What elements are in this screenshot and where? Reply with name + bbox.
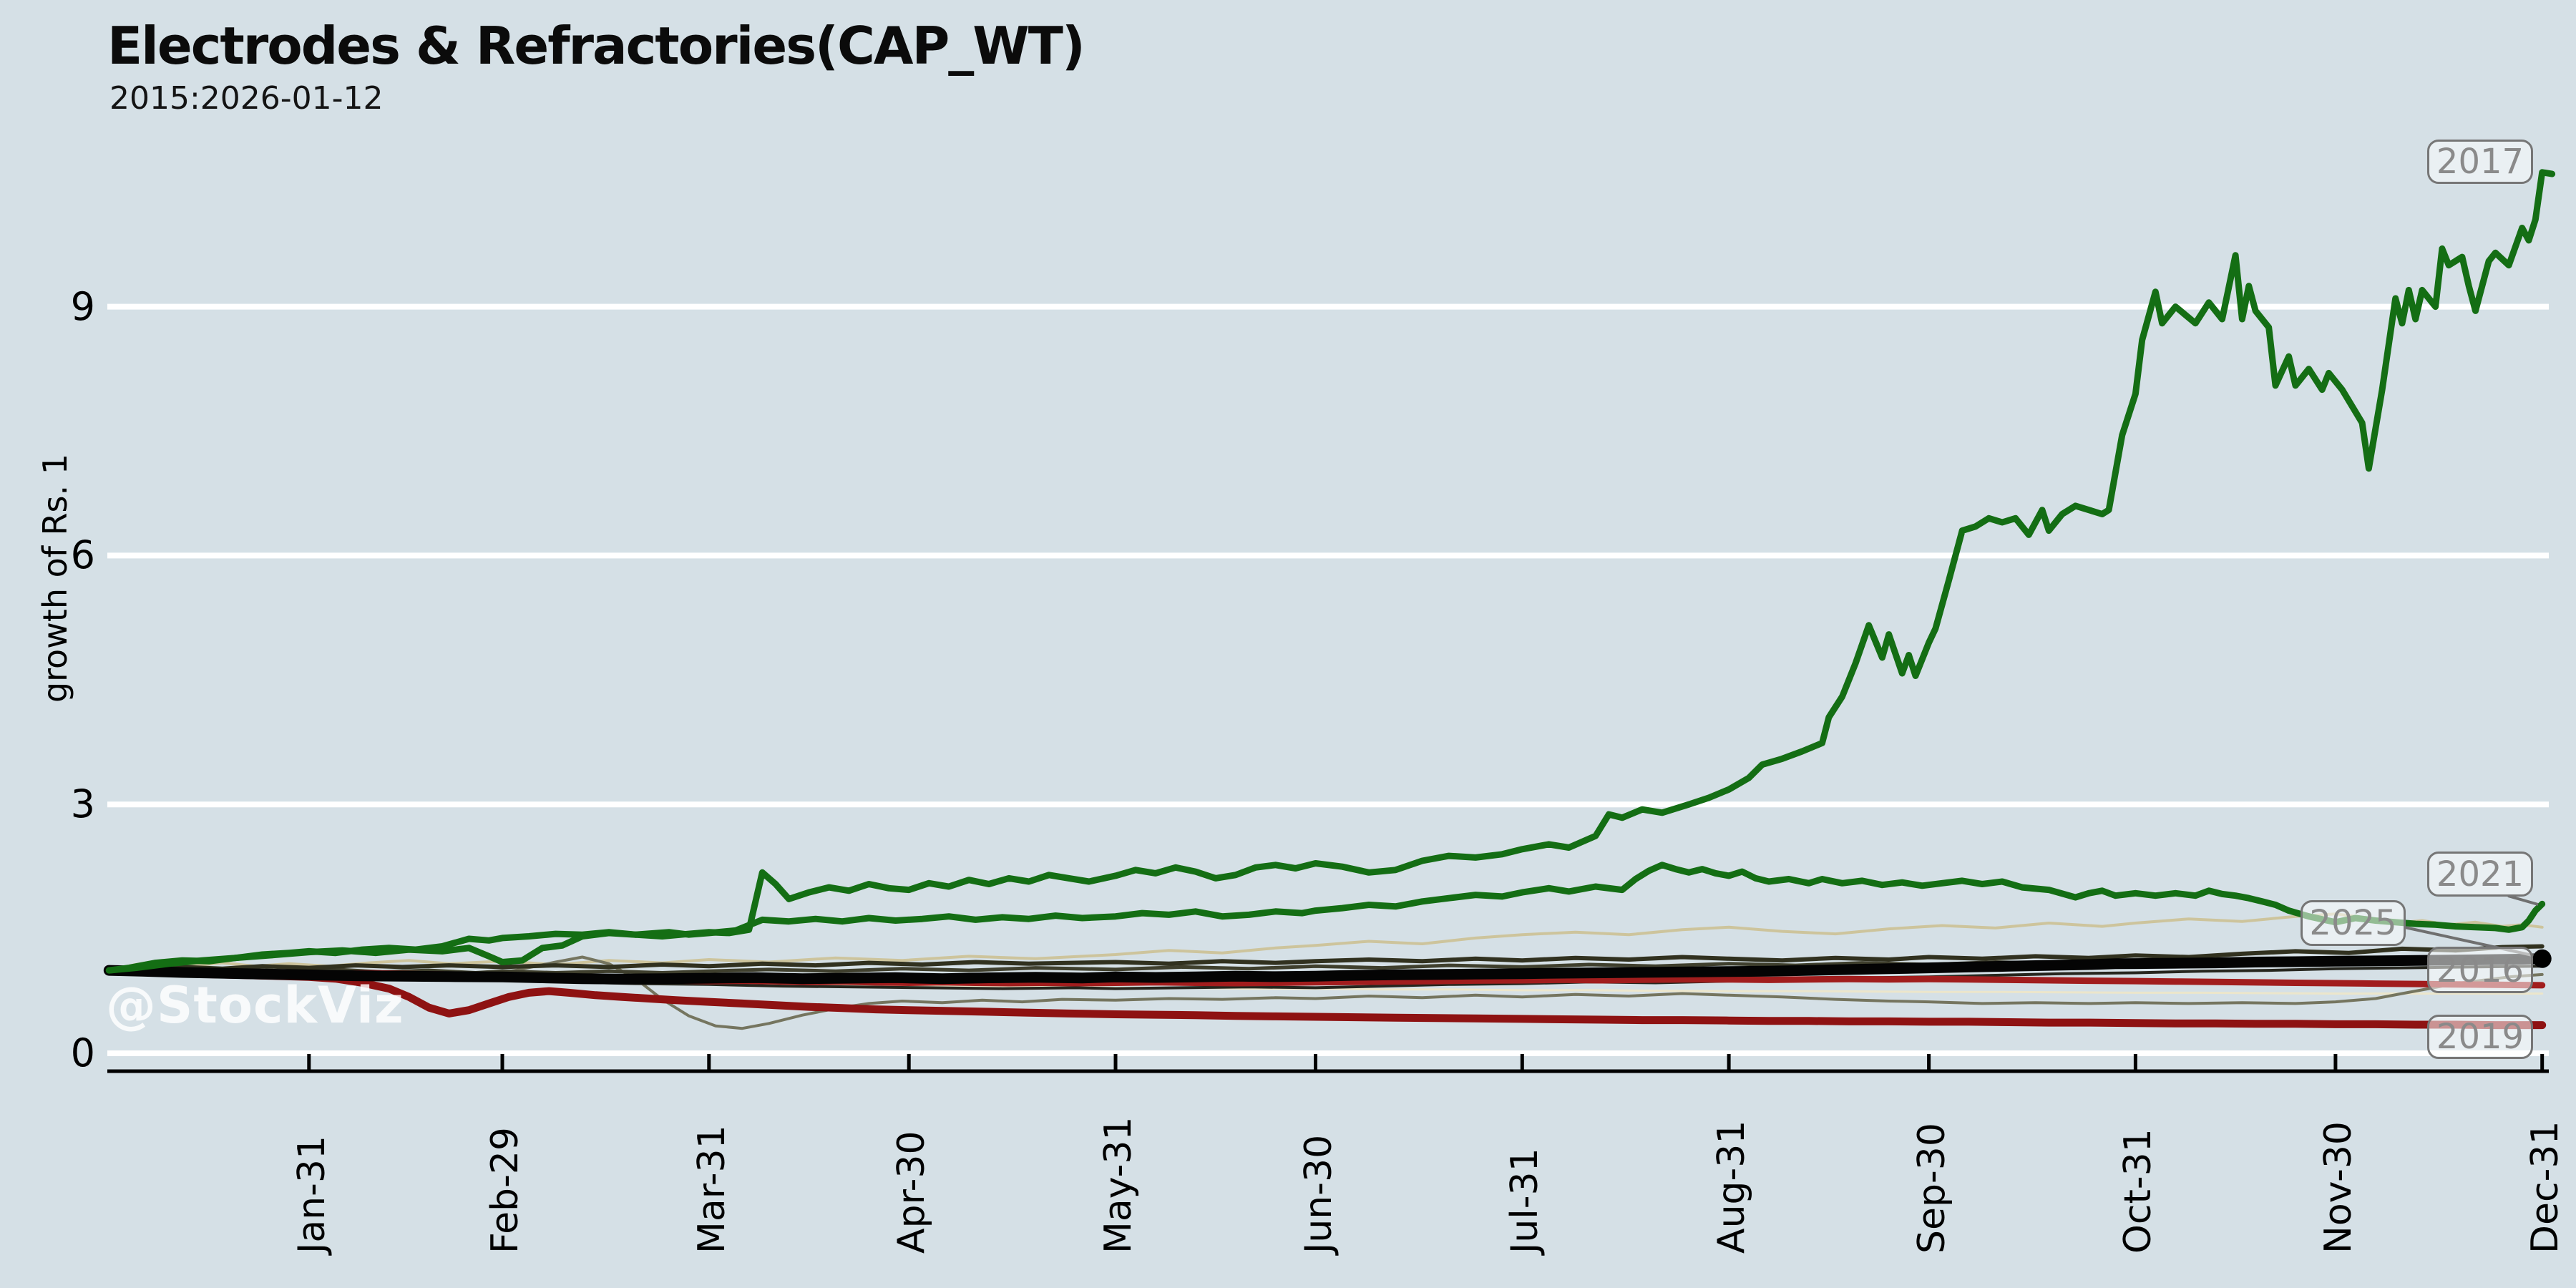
x-tick-label-Mar-31: Mar-31 xyxy=(691,1125,733,1254)
year-label-leader-2021 xyxy=(2507,894,2539,906)
series-2025-end-dot xyxy=(2532,949,2552,968)
x-tick-label-Jan-31: Jan-31 xyxy=(291,1135,333,1254)
year-label-2019: 2019 xyxy=(2427,1015,2533,1059)
x-tick-label-Sep-30: Sep-30 xyxy=(1911,1123,1953,1254)
x-tick-label-Oct-31: Oct-31 xyxy=(2117,1128,2160,1254)
x-tick-label-Nov-30: Nov-30 xyxy=(2317,1121,2360,1254)
series-unlabeled-olive1-line xyxy=(107,944,2545,973)
x-tick-label-Jul-31: Jul-31 xyxy=(1503,1148,1546,1254)
chart-title: Electrodes & Refractories(CAP_WT) xyxy=(107,16,1085,76)
stockviz-watermark: @StockViz xyxy=(106,976,404,1035)
y-tick-label-3: 3 xyxy=(70,781,95,826)
x-tick-label-May-31: May-31 xyxy=(1097,1116,1140,1254)
x-tick-label-Apr-30: Apr-30 xyxy=(890,1131,933,1254)
series-2025-line xyxy=(103,953,2548,985)
series-2019-line xyxy=(104,966,2547,1030)
y-tick-label-9: 9 xyxy=(70,284,95,329)
chart-subtitle: 2015:2026-01-12 xyxy=(109,80,384,117)
series-2021-line xyxy=(105,862,2546,974)
series-unlabeled-grayolive-line xyxy=(107,955,2544,1030)
year-label-2017: 2017 xyxy=(2427,140,2533,184)
series-2017-line xyxy=(105,169,2556,974)
x-tick-label-Feb-29: Feb-29 xyxy=(484,1127,527,1254)
year-label-2016: 2016 xyxy=(2427,947,2533,993)
x-tick-label-Jun-30: Jun-30 xyxy=(1297,1134,1340,1254)
y-tick-label-0: 0 xyxy=(70,1030,95,1075)
year-label-2025: 2025 xyxy=(2301,900,2406,946)
y-tick-label-6: 6 xyxy=(70,532,95,577)
x-tick-label-Aug-31: Aug-31 xyxy=(1710,1120,1753,1254)
x-tick-label-Dec-31: Dec-31 xyxy=(2524,1121,2567,1254)
year-label-2021: 2021 xyxy=(2427,852,2533,897)
